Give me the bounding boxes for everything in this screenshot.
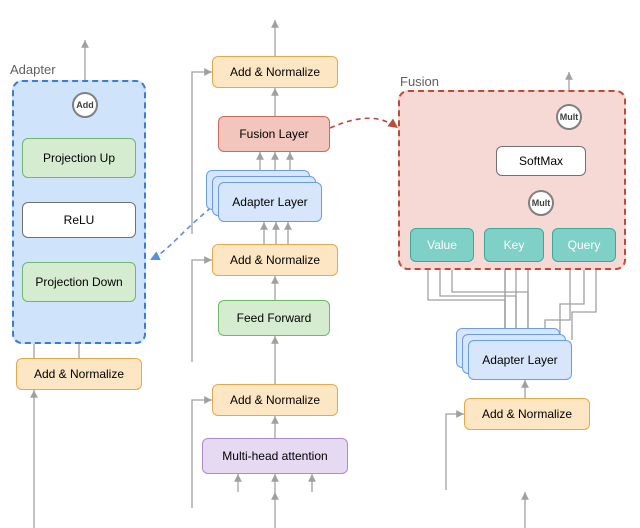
projection-down: Projection Down	[22, 262, 136, 302]
add-normalize-top: Add & Normalize	[212, 56, 338, 88]
value-node: Value	[410, 228, 474, 262]
relu: ReLU	[22, 202, 136, 238]
adapter-label: Adapter	[10, 62, 56, 77]
adapter-layer-center: Adapter Layer	[218, 182, 322, 222]
add-normalize-left: Add & Normalize	[16, 358, 142, 390]
add-normalize-mid: Add & Normalize	[212, 244, 338, 276]
multi-head-attention: Multi-head attention	[202, 438, 348, 474]
projection-up: Projection Up	[22, 138, 136, 178]
query-node: Query	[552, 228, 616, 262]
adapter-layer-right: Adapter Layer	[468, 340, 572, 380]
fusion-label: Fusion	[400, 74, 439, 89]
key-node: Key	[484, 228, 544, 262]
softmax: SoftMax	[496, 146, 586, 176]
mult-op-top: Mult	[556, 104, 582, 130]
feed-forward: Feed Forward	[218, 300, 330, 336]
add-normalize-bot: Add & Normalize	[212, 384, 338, 416]
add-normalize-right: Add & Normalize	[464, 398, 590, 430]
fusion-layer: Fusion Layer	[218, 116, 330, 152]
add-op: Add	[72, 92, 98, 118]
mult-op-bot: Mult	[528, 190, 554, 216]
